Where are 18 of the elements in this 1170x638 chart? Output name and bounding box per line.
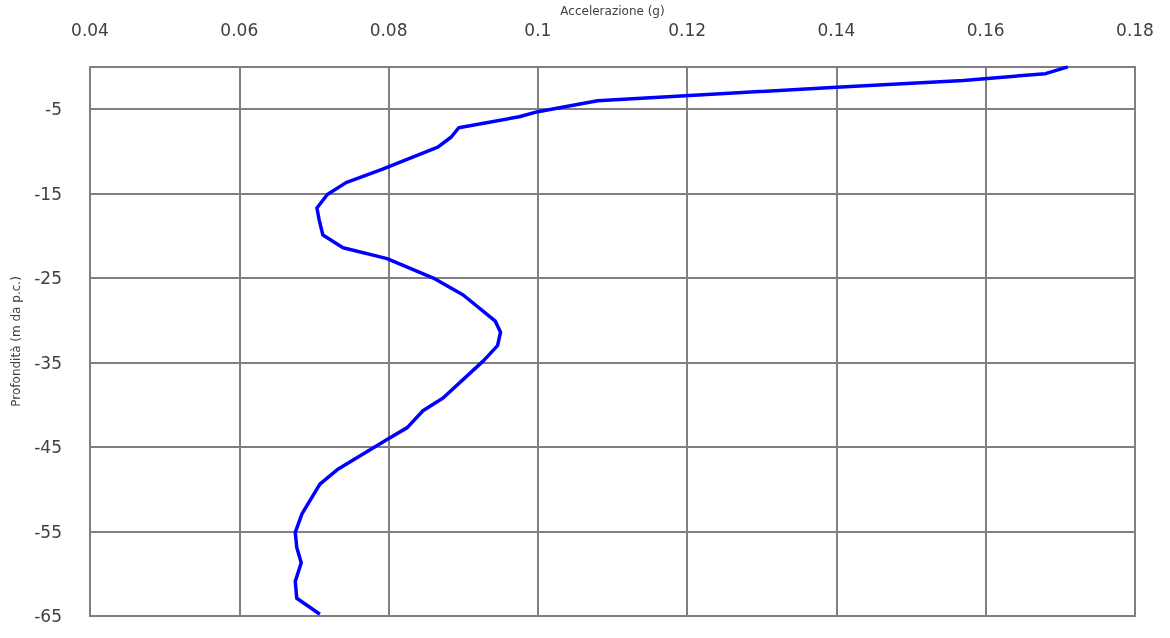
x-tick-label: 0.04 xyxy=(71,20,109,41)
y-axis-title: Profondità (m da p.c.) xyxy=(9,276,23,407)
x-tick-label: 0.18 xyxy=(1116,20,1154,41)
x-tick-label: 0.06 xyxy=(220,20,259,41)
y-tick-label: -65 xyxy=(34,606,62,626)
y-tick-label: -55 xyxy=(34,521,62,542)
y-tick-label: -5 xyxy=(45,99,62,120)
x-tick-label: 0.12 xyxy=(668,20,707,41)
x-tick-label: 0.16 xyxy=(966,20,1005,41)
x-tick-label: 0.1 xyxy=(524,20,552,41)
y-tick-label: -15 xyxy=(34,183,62,204)
y-tick-label: -35 xyxy=(34,352,62,373)
line-series xyxy=(293,65,1070,617)
y-tick-label: -45 xyxy=(34,437,62,458)
x-tick-label: 0.14 xyxy=(817,20,856,41)
y-tick-label: -25 xyxy=(34,268,62,289)
x-axis-title: Accelerazione (g) xyxy=(560,4,665,18)
x-tick-label: 0.08 xyxy=(369,20,408,41)
